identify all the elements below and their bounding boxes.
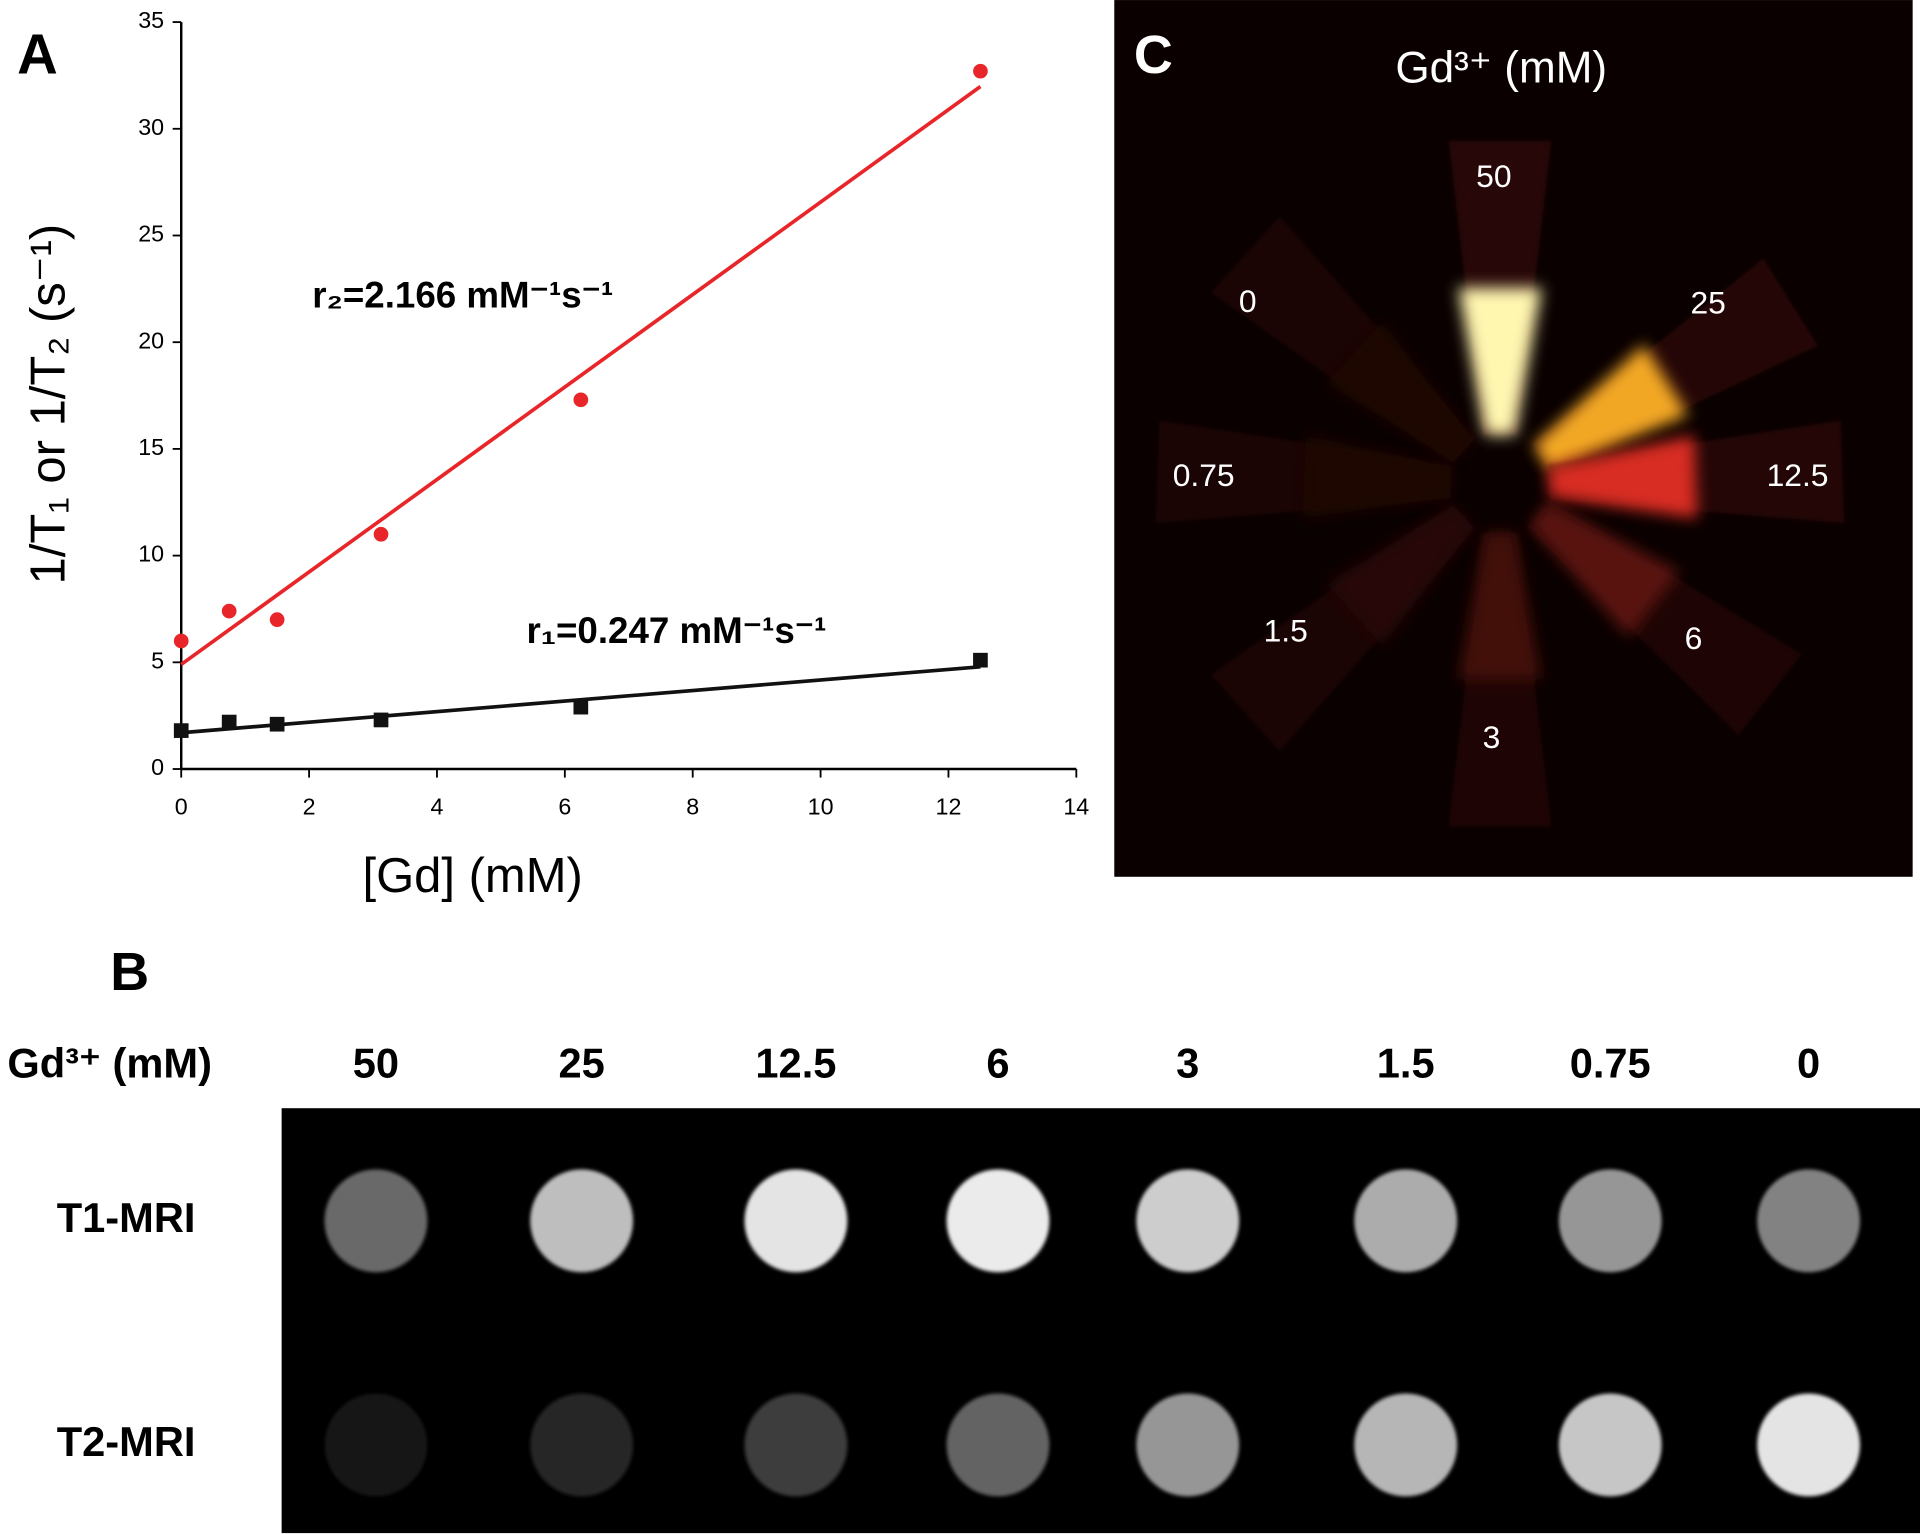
panel-letter: C xyxy=(1134,25,1173,85)
x-tick-label: 12 xyxy=(936,793,962,819)
tube-label: 3 xyxy=(1483,719,1501,755)
column-label: 0 xyxy=(1797,1040,1820,1087)
row-label: T1-MRI xyxy=(57,1194,196,1241)
point xyxy=(973,63,988,79)
x-tick-label: 14 xyxy=(1063,793,1089,819)
mri-background xyxy=(281,1108,1920,1534)
point xyxy=(173,723,189,738)
mri-spot xyxy=(744,1393,848,1497)
tube-label: 25 xyxy=(1690,284,1725,320)
mri-spot xyxy=(1757,1169,1860,1273)
x-axis-label: [Gd] (mM) xyxy=(362,849,582,903)
row-label: T2-MRI xyxy=(57,1418,196,1465)
y-tick-label: 35 xyxy=(138,7,164,33)
mri-spot xyxy=(946,1169,1050,1273)
annotation: r₁=0.247 mM⁻¹s⁻¹ xyxy=(527,610,827,651)
panel-letter: B xyxy=(110,942,149,1002)
column-label: 1.5 xyxy=(1377,1040,1435,1087)
tube-glow xyxy=(1458,532,1542,680)
column-label: 3 xyxy=(1176,1040,1199,1087)
tube-label: 6 xyxy=(1685,620,1703,656)
point xyxy=(221,714,237,730)
tube-glow xyxy=(1458,287,1542,435)
y-tick-label: 30 xyxy=(138,114,164,140)
point xyxy=(373,712,389,728)
mri-spot xyxy=(744,1169,848,1273)
y-tick-label: 25 xyxy=(138,221,164,247)
point xyxy=(221,603,237,619)
tube xyxy=(1210,503,1476,752)
tube-glow xyxy=(1326,321,1474,462)
y-tick-label: 0 xyxy=(151,754,164,780)
mri-spot xyxy=(324,1393,428,1497)
point xyxy=(173,633,189,649)
x-tick-label: 8 xyxy=(686,793,699,819)
point xyxy=(973,652,988,668)
mri-spot xyxy=(530,1393,634,1497)
photo-title: Gd³⁺ (mM) xyxy=(1395,44,1607,93)
row-header: Gd³⁺ (mM) xyxy=(7,1040,212,1087)
tube-glow xyxy=(1326,505,1474,646)
mri-spot xyxy=(530,1169,634,1273)
mri-spot xyxy=(1558,1169,1662,1273)
fit-line xyxy=(181,664,981,735)
x-tick-label: 2 xyxy=(303,793,316,819)
x-tick-label: 4 xyxy=(430,793,443,819)
annotation: r₂=2.166 mM⁻¹s⁻¹ xyxy=(312,274,613,315)
point xyxy=(573,392,589,408)
panel-letter: A xyxy=(17,23,58,86)
point xyxy=(373,526,389,542)
column-label: 12.5 xyxy=(755,1040,836,1087)
mri-spot xyxy=(324,1169,428,1273)
y-axis-label: 1/T₁ or 1/T₂ (s⁻¹) xyxy=(21,224,75,585)
tube-label: 1.5 xyxy=(1264,613,1308,649)
tube xyxy=(1448,532,1552,827)
mri-spot xyxy=(1757,1393,1860,1497)
column-label: 6 xyxy=(986,1040,1009,1087)
tube-glow xyxy=(1529,502,1681,638)
point xyxy=(269,612,285,627)
point xyxy=(269,716,285,732)
y-tick-label: 20 xyxy=(138,327,164,353)
tube-label: 0.75 xyxy=(1173,457,1235,493)
column-label: 50 xyxy=(353,1040,399,1087)
y-tick-label: 15 xyxy=(138,434,164,460)
x-tick-label: 0 xyxy=(175,793,188,819)
tube-label: 12.5 xyxy=(1767,457,1829,493)
tube xyxy=(1532,258,1819,473)
tube-glow xyxy=(1533,344,1689,471)
x-tick-label: 10 xyxy=(808,793,834,819)
y-tick-label: 10 xyxy=(138,541,164,567)
tube-label: 0 xyxy=(1239,283,1257,319)
tube-glow xyxy=(1548,435,1698,519)
column-label: 25 xyxy=(558,1040,604,1087)
mri-spot xyxy=(946,1393,1050,1497)
mri-spot xyxy=(1354,1169,1458,1273)
tube-label: 50 xyxy=(1476,158,1511,194)
mri-spot xyxy=(1354,1393,1458,1497)
mri-spot xyxy=(1558,1393,1662,1497)
fit-line xyxy=(180,85,982,666)
tube xyxy=(1155,420,1452,524)
tube-glow xyxy=(1302,435,1452,519)
point xyxy=(573,699,589,715)
mri-spot xyxy=(1136,1393,1240,1497)
mri-spot xyxy=(1136,1169,1240,1273)
x-tick-label: 6 xyxy=(558,793,571,819)
column-label: 0.75 xyxy=(1570,1040,1651,1087)
tube xyxy=(1448,140,1552,435)
y-tick-label: 5 xyxy=(151,647,164,673)
tube xyxy=(1210,216,1476,464)
tube xyxy=(1548,420,1845,524)
tube xyxy=(1528,500,1802,736)
